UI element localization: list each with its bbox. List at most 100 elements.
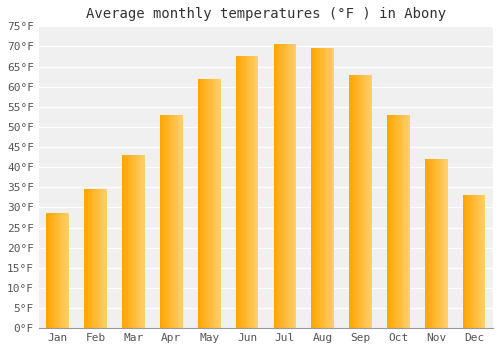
Bar bbox=[408, 115, 410, 328]
Bar bbox=[365, 75, 366, 328]
Bar bbox=[98, 189, 99, 328]
Bar bbox=[126, 155, 128, 328]
Bar bbox=[366, 75, 368, 328]
Bar bbox=[136, 155, 137, 328]
Bar bbox=[216, 79, 217, 328]
Bar bbox=[178, 115, 179, 328]
Bar bbox=[144, 155, 145, 328]
Bar bbox=[62, 214, 64, 328]
Bar bbox=[368, 75, 370, 328]
Bar bbox=[257, 56, 258, 328]
Bar bbox=[349, 75, 350, 328]
Bar bbox=[134, 155, 136, 328]
Bar bbox=[252, 56, 254, 328]
Bar bbox=[430, 159, 432, 328]
Bar bbox=[392, 115, 394, 328]
Bar bbox=[91, 189, 92, 328]
Bar bbox=[89, 189, 90, 328]
Bar bbox=[207, 79, 208, 328]
Bar bbox=[200, 79, 201, 328]
Bar bbox=[324, 48, 325, 328]
Bar bbox=[395, 115, 396, 328]
Bar bbox=[428, 159, 430, 328]
Bar bbox=[484, 195, 486, 328]
Bar bbox=[312, 48, 314, 328]
Bar bbox=[371, 75, 372, 328]
Bar bbox=[405, 115, 406, 328]
Bar bbox=[56, 214, 58, 328]
Bar bbox=[180, 115, 182, 328]
Bar bbox=[128, 155, 129, 328]
Bar bbox=[483, 195, 484, 328]
Bar bbox=[468, 195, 469, 328]
Bar bbox=[131, 155, 132, 328]
Bar bbox=[88, 189, 89, 328]
Bar bbox=[46, 214, 48, 328]
Bar bbox=[238, 56, 239, 328]
Bar bbox=[58, 214, 59, 328]
Bar bbox=[54, 214, 56, 328]
Bar bbox=[282, 44, 284, 328]
Bar bbox=[202, 79, 203, 328]
Bar bbox=[239, 56, 240, 328]
Bar bbox=[102, 189, 104, 328]
Bar bbox=[358, 75, 360, 328]
Bar bbox=[362, 75, 363, 328]
Bar bbox=[434, 159, 435, 328]
Bar bbox=[433, 159, 434, 328]
Bar bbox=[290, 44, 292, 328]
Bar bbox=[364, 75, 365, 328]
Bar bbox=[357, 75, 358, 328]
Bar bbox=[164, 115, 166, 328]
Bar bbox=[277, 44, 278, 328]
Bar bbox=[438, 159, 440, 328]
Bar bbox=[204, 79, 206, 328]
Bar bbox=[278, 44, 279, 328]
Bar bbox=[316, 48, 317, 328]
Bar bbox=[86, 189, 88, 328]
Bar bbox=[210, 79, 212, 328]
Bar bbox=[476, 195, 478, 328]
Bar bbox=[179, 115, 180, 328]
Bar bbox=[441, 159, 442, 328]
Bar bbox=[274, 44, 276, 328]
Bar bbox=[352, 75, 354, 328]
Bar bbox=[284, 44, 285, 328]
Bar bbox=[333, 48, 334, 328]
Bar bbox=[464, 195, 465, 328]
Bar bbox=[248, 56, 250, 328]
Bar bbox=[478, 195, 480, 328]
Bar bbox=[212, 79, 214, 328]
Bar bbox=[355, 75, 356, 328]
Bar bbox=[435, 159, 436, 328]
Bar bbox=[402, 115, 403, 328]
Bar bbox=[162, 115, 164, 328]
Bar bbox=[94, 189, 96, 328]
Bar bbox=[172, 115, 174, 328]
Bar bbox=[288, 44, 290, 328]
Bar bbox=[236, 56, 237, 328]
Bar bbox=[354, 75, 355, 328]
Bar bbox=[84, 189, 86, 328]
Bar bbox=[396, 115, 398, 328]
Bar bbox=[124, 155, 126, 328]
Bar bbox=[440, 159, 441, 328]
Bar bbox=[218, 79, 220, 328]
Bar bbox=[161, 115, 162, 328]
Bar bbox=[96, 189, 98, 328]
Bar bbox=[142, 155, 144, 328]
Bar bbox=[246, 56, 247, 328]
Bar bbox=[53, 214, 54, 328]
Bar bbox=[137, 155, 138, 328]
Bar bbox=[370, 75, 371, 328]
Bar bbox=[287, 44, 288, 328]
Bar bbox=[473, 195, 474, 328]
Bar bbox=[330, 48, 332, 328]
Bar bbox=[138, 155, 139, 328]
Bar bbox=[442, 159, 443, 328]
Bar bbox=[285, 44, 286, 328]
Bar bbox=[122, 155, 123, 328]
Bar bbox=[390, 115, 392, 328]
Bar bbox=[474, 195, 476, 328]
Bar bbox=[206, 79, 207, 328]
